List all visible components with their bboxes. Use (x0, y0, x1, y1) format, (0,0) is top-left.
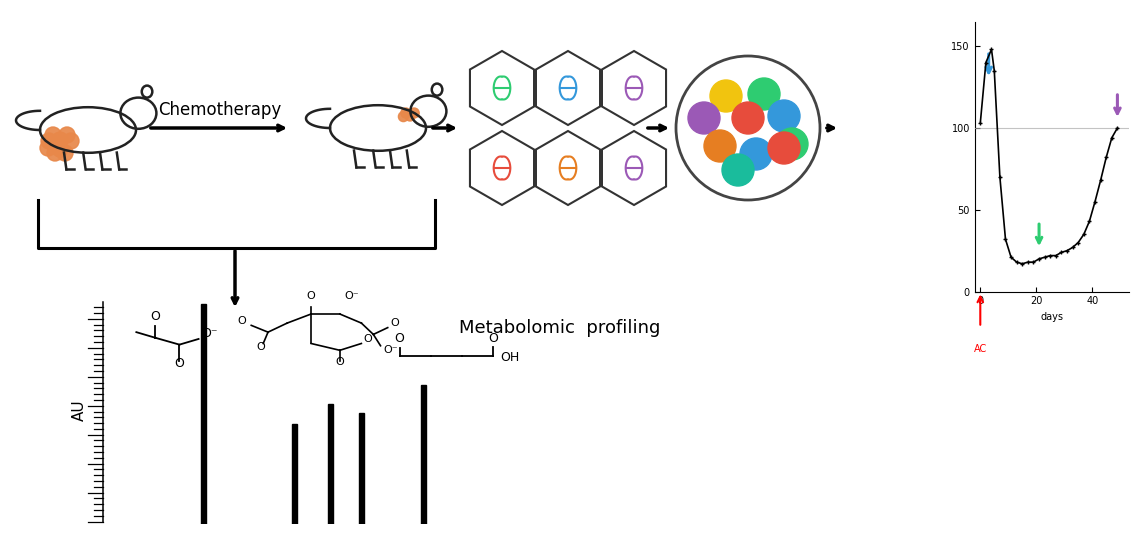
Circle shape (40, 140, 56, 156)
Text: O: O (394, 332, 405, 346)
Bar (328, 403, 333, 524)
Circle shape (722, 154, 754, 186)
Bar (292, 424, 296, 524)
Circle shape (405, 111, 415, 121)
Polygon shape (536, 131, 600, 205)
Text: O⁻: O⁻ (383, 345, 398, 355)
Circle shape (768, 100, 800, 132)
Circle shape (748, 78, 780, 110)
Bar (201, 304, 206, 524)
Polygon shape (470, 131, 534, 205)
Circle shape (47, 145, 63, 161)
Circle shape (776, 128, 808, 160)
Circle shape (52, 132, 68, 148)
Text: O: O (256, 342, 266, 352)
Circle shape (398, 112, 408, 122)
Circle shape (401, 108, 410, 118)
Text: OH: OH (500, 350, 520, 363)
Circle shape (732, 102, 764, 134)
Bar (359, 413, 364, 524)
Circle shape (409, 108, 420, 118)
Circle shape (768, 132, 800, 164)
Text: Metabolomic  profiling: Metabolomic profiling (459, 319, 661, 337)
Text: O: O (335, 357, 344, 367)
Text: AC: AC (974, 344, 987, 354)
Circle shape (44, 127, 62, 143)
Polygon shape (602, 51, 666, 125)
Circle shape (740, 138, 772, 170)
Text: O⁻: O⁻ (201, 327, 218, 340)
Circle shape (52, 141, 68, 157)
Circle shape (41, 133, 57, 149)
X-axis label: days: days (1040, 312, 1064, 322)
Polygon shape (602, 131, 666, 205)
Circle shape (63, 133, 79, 149)
Circle shape (705, 130, 736, 162)
Text: O: O (390, 319, 399, 328)
Text: O: O (488, 332, 498, 346)
Bar (422, 386, 426, 524)
Text: O: O (237, 316, 246, 326)
Text: O: O (364, 334, 373, 345)
Polygon shape (536, 51, 600, 125)
Polygon shape (470, 51, 534, 125)
Text: O: O (150, 309, 161, 323)
Circle shape (57, 145, 73, 161)
Text: AU: AU (72, 400, 87, 421)
Text: O: O (174, 357, 185, 370)
Circle shape (710, 80, 742, 112)
Text: Chemotherapy: Chemotherapy (158, 101, 282, 119)
Circle shape (59, 127, 75, 143)
Circle shape (689, 102, 720, 134)
Text: O: O (307, 291, 316, 301)
Text: O⁻: O⁻ (344, 291, 359, 301)
